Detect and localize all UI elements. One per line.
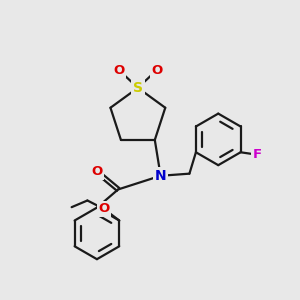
Text: F: F [253, 148, 262, 161]
Text: O: O [113, 64, 125, 77]
Text: O: O [151, 64, 162, 77]
Text: N: N [155, 169, 167, 183]
Text: S: S [133, 81, 143, 95]
Text: O: O [98, 202, 110, 215]
Text: O: O [91, 165, 103, 178]
